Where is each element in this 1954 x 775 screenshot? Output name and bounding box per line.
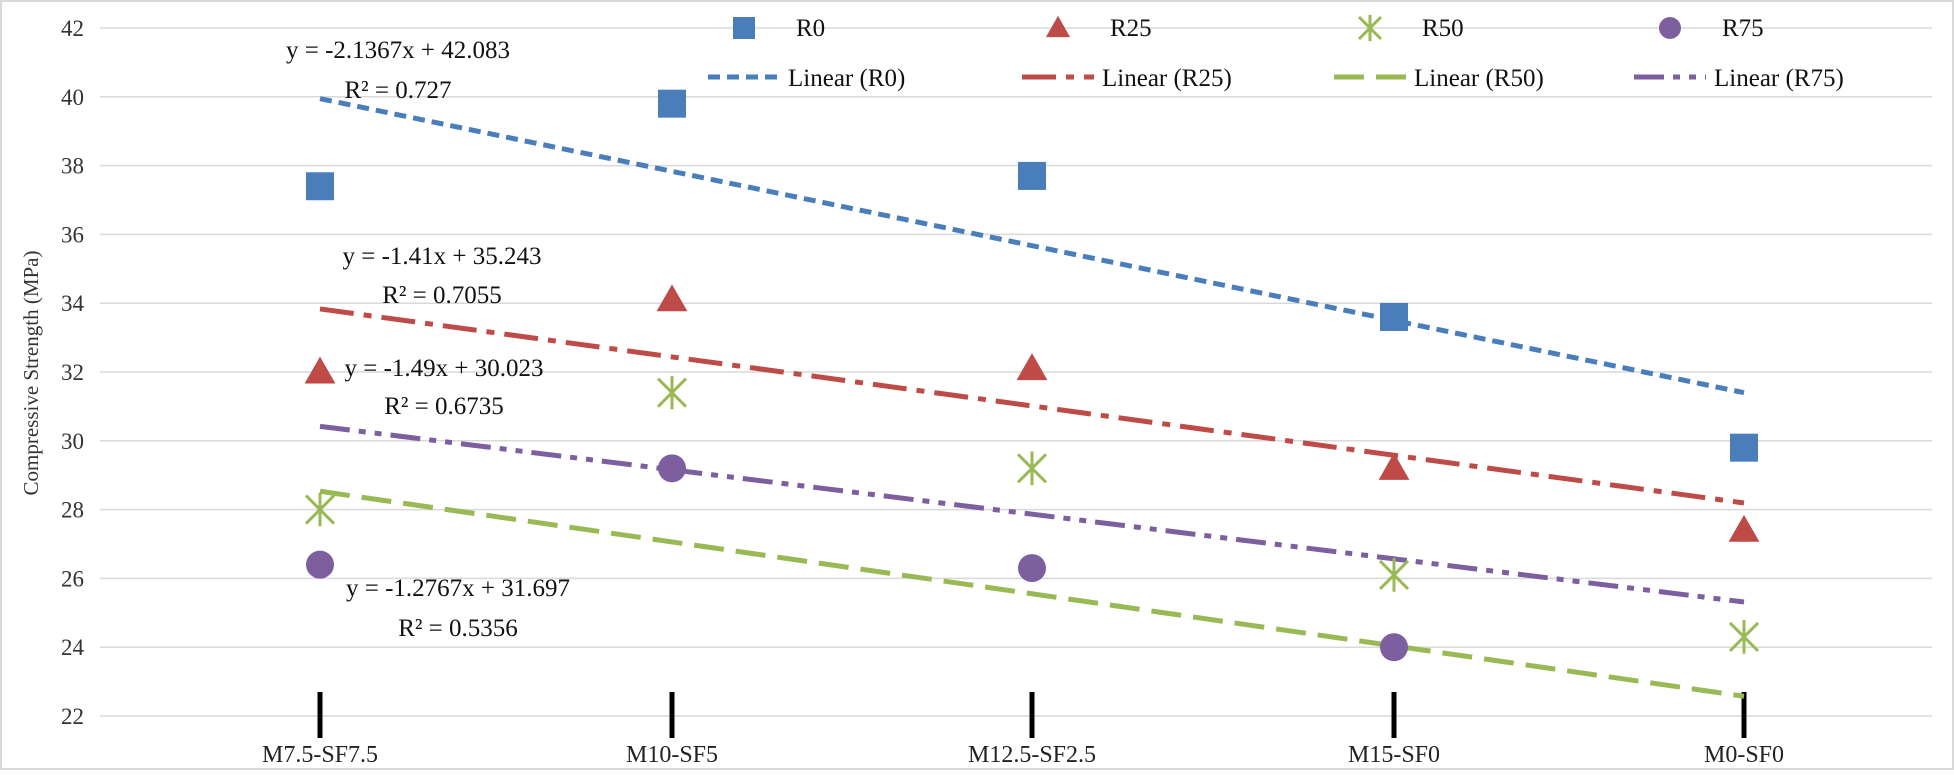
trendline-r2: R² = 0.5356 xyxy=(398,615,518,642)
trendline-r2: R² = 0.7055 xyxy=(382,282,502,309)
data-point-r75 xyxy=(1380,633,1408,662)
data-point-r25 xyxy=(656,284,688,312)
data-point-r50 xyxy=(656,375,688,410)
gridlines xyxy=(100,27,1932,717)
data-point-r0 xyxy=(658,89,686,118)
data-point-r0 xyxy=(1730,433,1758,462)
legend: R0 Linear (R0) R25 Linear (R25) R50 Linear (R… xyxy=(708,14,1844,92)
data-point-r50 xyxy=(1728,620,1760,654)
trendline-r50 xyxy=(319,488,1745,699)
trendline-r2: R² = 0.727 xyxy=(344,77,451,104)
legend-marker-r75 xyxy=(1659,17,1681,39)
legend-trend-label-r50: Linear (R50) xyxy=(1414,65,1544,92)
trendline-equation: y = -1.49x + 30.023 xyxy=(344,355,543,382)
x-tick-labels: M7.5-SF7.5 M10-SF5 M12.5-SF2.5 M15-SF0 M0-SF… xyxy=(262,692,1784,768)
trendline-equations: y = -2.1367x + 42.083 R² = 0.727 y = -1.41… xyxy=(286,37,570,642)
y-tick-label: 24 xyxy=(61,635,85,660)
trendline-equation: y = -2.1367x + 42.083 xyxy=(286,37,510,64)
data-point-r0 xyxy=(306,172,334,201)
data-markers xyxy=(304,89,1760,662)
legend-trend-label-r75: Linear (R75) xyxy=(1714,65,1844,92)
data-point-r75 xyxy=(658,454,686,483)
legend-label-r0: R0 xyxy=(796,15,825,42)
legend-trend-label-r0: Linear (R0) xyxy=(788,65,905,92)
data-point-r25 xyxy=(1728,514,1760,542)
y-tick-label: 36 xyxy=(61,222,84,247)
legend-label-r25: R25 xyxy=(1110,15,1152,42)
trendline-r25 xyxy=(319,306,1745,506)
data-point-r25 xyxy=(1378,452,1410,480)
y-tick-label: 30 xyxy=(61,429,84,454)
x-tick-label: M12.5-SF2.5 xyxy=(968,742,1096,768)
data-point-r25 xyxy=(1016,353,1048,381)
trendline-r2: R² = 0.6735 xyxy=(384,393,504,420)
x-tick-label: M0-SF0 xyxy=(1704,742,1784,768)
y-tick-label: 22 xyxy=(61,704,84,729)
y-tick-label: 28 xyxy=(61,498,84,523)
trendline-r0 xyxy=(319,96,1745,396)
y-tick-label: 40 xyxy=(61,85,84,110)
legend-marker-r50 xyxy=(1357,14,1383,42)
y-tick-label: 32 xyxy=(61,360,84,385)
x-tick-label: M7.5-SF7.5 xyxy=(262,742,378,768)
y-tick-label: 38 xyxy=(61,154,84,179)
data-point-r50 xyxy=(1016,451,1048,486)
data-point-r75 xyxy=(306,550,334,579)
legend-trend-label-r25: Linear (R25) xyxy=(1102,65,1232,92)
trendline-r75 xyxy=(319,423,1745,605)
y-tick-label: 34 xyxy=(61,291,85,316)
y-axis-label: Compressive Strength (MPa) xyxy=(19,251,43,496)
trendline-equation: y = -1.41x + 35.243 xyxy=(342,243,541,270)
x-tick-label: M10-SF5 xyxy=(626,742,718,768)
legend-label-r75: R75 xyxy=(1722,15,1764,42)
y-tick-label: 26 xyxy=(61,566,84,591)
data-point-r25 xyxy=(304,356,336,384)
legend-marker-r0 xyxy=(733,17,755,39)
trendline-equation: y = -1.2767x + 31.697 xyxy=(346,575,570,602)
data-point-r50 xyxy=(304,492,336,527)
data-point-r50 xyxy=(1378,558,1410,592)
y-tick-labels: 22 24 26 28 30 32 34 36 38 40 42 xyxy=(61,16,85,729)
data-point-r0 xyxy=(1018,161,1046,190)
trendlines xyxy=(319,96,1745,699)
data-point-r0 xyxy=(1380,302,1408,331)
data-point-r75 xyxy=(1018,554,1046,583)
x-tick-label: M15-SF0 xyxy=(1348,742,1440,768)
legend-marker-r25 xyxy=(1045,15,1071,38)
legend-label-r50: R50 xyxy=(1422,15,1464,42)
y-tick-label: 42 xyxy=(61,16,84,41)
